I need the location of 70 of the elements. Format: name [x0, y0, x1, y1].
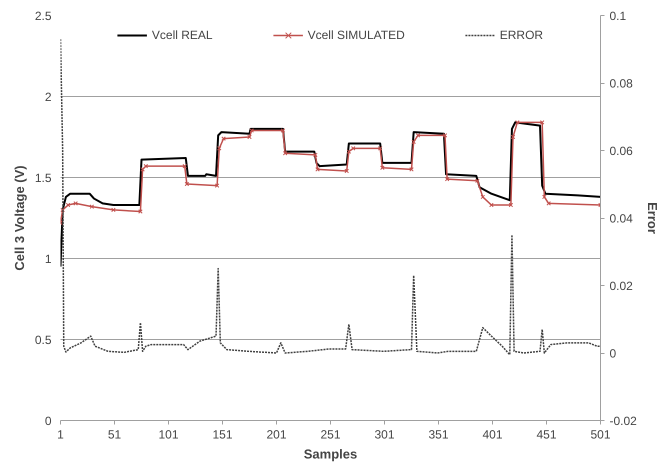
line-series [60, 121, 600, 268]
point [480, 194, 486, 200]
x-tick-label: 451 [536, 428, 557, 442]
point [73, 201, 78, 206]
point [280, 128, 286, 133]
point [313, 152, 318, 158]
point [510, 134, 516, 140]
x-tick-label: 401 [482, 428, 503, 442]
point [282, 150, 288, 156]
y2-tick-label: 0.1 [610, 9, 627, 23]
point [90, 204, 94, 209]
point [315, 167, 320, 172]
y-tick-label: 0 [44, 414, 52, 428]
point [184, 182, 190, 186]
x-tick-label: 51 [108, 428, 122, 442]
y-tick-label: 2.5 [34, 9, 52, 23]
point [546, 201, 551, 206]
point [489, 202, 494, 208]
x-tick-label: 301 [374, 428, 395, 442]
x-tick-label: 501 [590, 428, 611, 442]
x-tick-label: 201 [266, 428, 287, 442]
y-tick-label: 1.5 [34, 171, 52, 185]
y2-tick-label: 0.06 [610, 144, 634, 158]
point [214, 183, 220, 188]
point [216, 146, 222, 151]
x-tick-label: 1 [57, 428, 64, 442]
y2-tick-label: -0.02 [610, 414, 638, 428]
x-tick-label: 101 [158, 428, 179, 442]
point [515, 120, 520, 125]
line-series [60, 38, 600, 356]
x-axis-title: Samples [304, 446, 358, 462]
point [416, 133, 420, 138]
point [409, 167, 414, 172]
point [111, 208, 116, 212]
point [444, 176, 450, 182]
point [378, 146, 382, 151]
point [540, 120, 544, 125]
y-tick-label: 1 [44, 252, 52, 266]
x-tick-label: 351 [428, 428, 449, 442]
y2-axis-title: Error [644, 202, 660, 234]
legend-label: Vcell REAL [152, 28, 213, 42]
point [442, 133, 448, 138]
point [475, 178, 480, 184]
y2-tick-label: 0.04 [610, 212, 634, 226]
point [247, 134, 252, 140]
point [411, 140, 416, 144]
point [182, 164, 187, 168]
point [221, 136, 226, 141]
point [508, 202, 514, 208]
point [380, 166, 385, 170]
y-tick-label: 2 [44, 90, 52, 104]
x-tick-label: 151 [212, 428, 233, 442]
y-tick-label: 0.5 [34, 333, 52, 347]
point [542, 194, 547, 200]
point [249, 128, 254, 133]
point [344, 168, 349, 174]
y2-tick-label: 0.08 [610, 76, 634, 90]
x-tick-label: 251 [320, 428, 341, 442]
point [140, 167, 145, 172]
point [60, 208, 65, 212]
y2-tick-label: 0.02 [610, 279, 634, 293]
y2-tick-label: 0 [610, 346, 616, 360]
y-axis-title: Cell 3 Voltage (V) [12, 165, 27, 271]
point [144, 164, 148, 168]
point [138, 209, 143, 214]
point [350, 146, 356, 151]
legend-label: ERROR [500, 28, 544, 42]
legend-label: Vcell SIMULATED [308, 28, 405, 42]
point [66, 202, 70, 208]
point [346, 149, 352, 154]
